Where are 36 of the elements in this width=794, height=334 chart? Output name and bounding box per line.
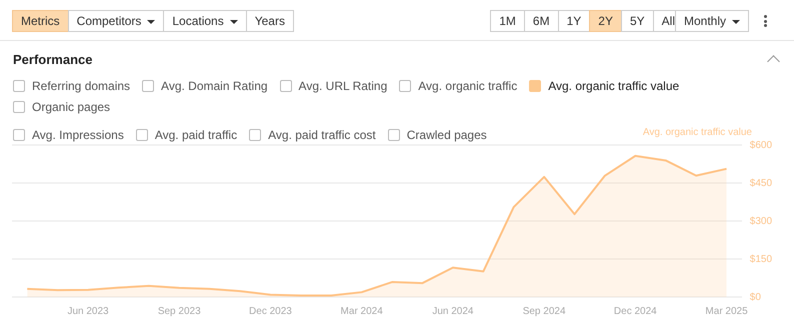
y-tick-label: $150: [750, 254, 772, 265]
text: Competitors: [76, 14, 142, 28]
text: 1Y: [566, 14, 582, 28]
text: Crawled pages: [406, 128, 487, 142]
text: Avg. URL Rating: [298, 79, 388, 93]
text: Avg. paid traffic: [154, 128, 238, 142]
text: 6M: [532, 14, 550, 28]
x-tick-label: Jun 2024: [432, 306, 474, 317]
x-tick-label: Mar 2025: [705, 306, 748, 317]
text: Avg. Domain Rating: [161, 79, 268, 93]
text: Avg. organic traffic value: [548, 79, 680, 93]
text: Locations: [172, 14, 224, 28]
x-tick-label: Dec 2023: [249, 306, 292, 317]
y-tick-label: $450: [750, 178, 772, 189]
text: Metrics: [21, 14, 60, 28]
text: Avg. organic traffic: [418, 79, 518, 93]
text: Monthly: [684, 14, 726, 28]
x-tick-label: Mar 2024: [340, 306, 384, 317]
text: Avg. Impressions: [32, 128, 124, 142]
text: All: [662, 14, 675, 28]
chart-title: Performance: [13, 52, 92, 67]
text: Referring domains: [32, 79, 130, 93]
y-tick-label: $600: [750, 140, 772, 151]
text: Years: [254, 14, 285, 28]
text: 1M: [499, 14, 516, 28]
text: 5Y: [630, 14, 645, 28]
x-tick-label: Sep 2024: [522, 306, 566, 317]
y-tick-label: $300: [750, 216, 772, 227]
y-tick-label: $0: [750, 292, 762, 303]
series-label: Avg. organic traffic value: [642, 126, 752, 138]
x-tick-label: Dec 2024: [614, 306, 658, 317]
text: Avg. paid traffic cost: [268, 128, 376, 142]
text: 2Y: [598, 14, 613, 28]
text: Organic pages: [32, 100, 110, 114]
x-tick-label: Jun 2023: [67, 306, 110, 317]
x-tick-label: Sep 2023: [158, 306, 202, 317]
